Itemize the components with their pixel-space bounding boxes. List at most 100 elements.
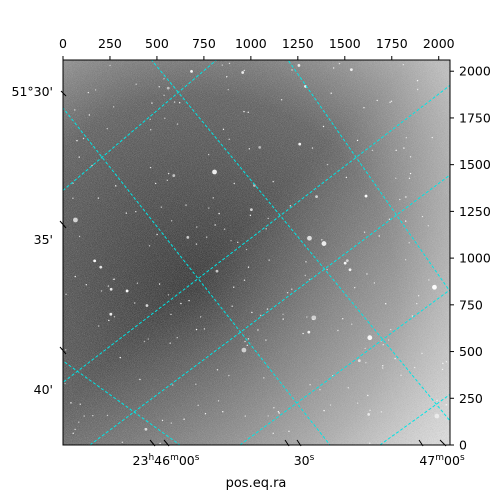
star — [223, 228, 226, 230]
star — [251, 311, 253, 314]
star — [183, 418, 185, 420]
star — [228, 374, 230, 377]
star — [395, 149, 397, 152]
star — [366, 273, 368, 275]
star — [204, 413, 207, 415]
star — [411, 315, 414, 317]
star — [431, 136, 433, 139]
star — [345, 259, 349, 263]
star — [170, 220, 173, 222]
right-tick-label-3: 750 — [459, 297, 483, 312]
star — [109, 64, 111, 67]
star — [195, 243, 198, 245]
star — [106, 414, 109, 417]
plot-frame — [62, 59, 451, 446]
star — [247, 111, 249, 114]
star — [227, 89, 229, 91]
star — [160, 206, 163, 208]
star — [176, 123, 179, 125]
star — [326, 163, 329, 166]
star — [186, 235, 190, 239]
star — [257, 329, 259, 331]
star — [341, 318, 344, 320]
star — [260, 314, 262, 317]
star — [241, 347, 247, 353]
sky-image — [63, 60, 450, 445]
star — [185, 204, 187, 206]
star — [272, 432, 274, 434]
left-dec-axis: 51°30' 35' 40' — [12, 84, 67, 397]
star — [173, 101, 176, 103]
star — [231, 305, 233, 307]
star — [163, 94, 165, 97]
star — [348, 268, 352, 272]
star — [252, 184, 256, 187]
star — [97, 197, 100, 199]
star — [214, 224, 216, 226]
star — [170, 313, 172, 316]
star — [263, 377, 265, 379]
star — [428, 279, 430, 281]
star — [107, 285, 110, 287]
star — [237, 241, 239, 244]
star — [158, 283, 161, 285]
star — [167, 294, 170, 296]
star — [289, 205, 292, 207]
star — [136, 282, 139, 284]
star — [216, 369, 219, 371]
star — [72, 182, 74, 184]
star — [409, 172, 412, 175]
star — [147, 338, 150, 340]
grid-line-8 — [379, 393, 450, 445]
star — [208, 207, 210, 209]
star — [228, 138, 230, 141]
top-tick-label-3: 750 — [192, 36, 216, 51]
star — [195, 383, 197, 385]
star — [357, 359, 361, 363]
star — [272, 180, 274, 183]
star — [79, 403, 81, 405]
star — [243, 279, 246, 281]
star — [445, 361, 448, 363]
star — [72, 432, 74, 435]
dec-tick-label-1: 35' — [34, 232, 53, 247]
star — [408, 242, 410, 244]
star — [367, 413, 371, 416]
star — [298, 142, 302, 146]
top-tick-label-8: 2000 — [423, 36, 455, 51]
star — [135, 83, 137, 85]
star — [195, 328, 198, 331]
star — [403, 147, 405, 149]
star — [197, 404, 199, 407]
star — [203, 328, 206, 330]
star — [309, 384, 311, 386]
star — [207, 153, 210, 156]
star — [115, 185, 117, 187]
star — [215, 269, 219, 273]
top-tick-label-5: 1250 — [282, 36, 314, 51]
top-tick-label-2: 500 — [145, 36, 169, 51]
star — [321, 239, 323, 241]
star — [389, 101, 391, 104]
star — [400, 374, 402, 376]
star — [363, 231, 366, 233]
star — [280, 99, 283, 101]
star-field — [64, 62, 448, 445]
star — [247, 266, 250, 268]
x-axis-label: pos.eq.ra — [226, 476, 287, 491]
star — [119, 356, 121, 359]
star — [390, 100, 393, 102]
star — [332, 67, 335, 69]
star — [432, 284, 437, 290]
right-tick-label-8: 2000 — [459, 64, 491, 79]
star — [389, 328, 392, 331]
star — [106, 127, 108, 130]
star — [307, 330, 311, 334]
star — [371, 149, 374, 152]
star — [351, 323, 353, 325]
star — [166, 179, 169, 181]
star — [373, 282, 376, 284]
star — [228, 62, 231, 65]
star — [416, 79, 419, 82]
star — [170, 422, 172, 424]
